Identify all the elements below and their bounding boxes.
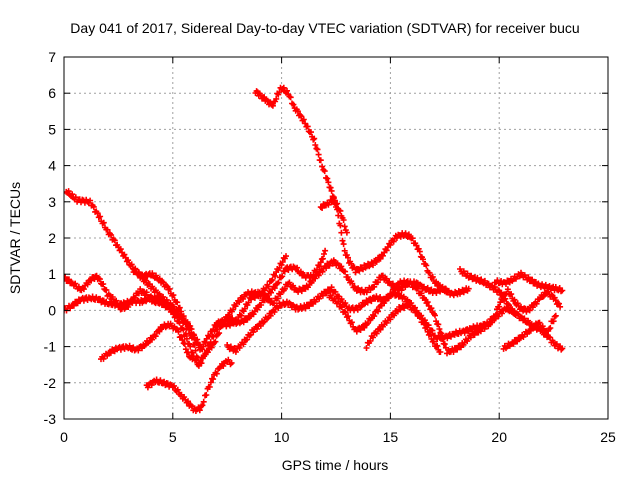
series-markers (143, 356, 235, 414)
series-markers (64, 257, 472, 369)
y-tick-label: 1 (48, 266, 56, 282)
x-tick-label: 15 (383, 429, 399, 445)
series-track-9 (317, 195, 350, 236)
series-track-1 (64, 188, 329, 353)
series-track-13 (500, 319, 566, 353)
series-markers (130, 266, 205, 350)
x-axis-title: GPS time / hours (282, 457, 389, 473)
series-track-14 (491, 269, 566, 295)
series-markers (317, 195, 350, 236)
grid (64, 57, 608, 419)
y-tick-label: -2 (44, 375, 57, 391)
y-tick-label: 5 (48, 121, 56, 137)
chart-title: Day 041 of 2017, Sidereal Day-to-day VTE… (70, 20, 579, 36)
series-markers (64, 188, 329, 353)
y-axis-title: SDTVAR / TECUs (7, 182, 23, 294)
x-tick-label: 10 (274, 429, 290, 445)
series-layer (64, 84, 566, 414)
series-track-8 (252, 84, 450, 295)
y-tick-label: 3 (48, 194, 56, 210)
series-track-6 (143, 356, 235, 414)
y-tick-label: -3 (44, 411, 57, 427)
series-markers (363, 301, 444, 355)
x-tick-label: 5 (169, 429, 177, 445)
series-track-5 (98, 320, 196, 363)
series-track-3 (64, 257, 472, 369)
ticks: 0 5 10 15 20 25 -3 -2 -1 0 1 2 3 4 5 6 7 (44, 49, 616, 445)
series-track-12 (457, 266, 518, 317)
y-tick-label: -1 (44, 339, 57, 355)
y-tick-label: 4 (48, 158, 56, 174)
series-markers (98, 320, 196, 363)
x-tick-label: 0 (60, 429, 68, 445)
x-tick-label: 25 (600, 429, 616, 445)
series-markers (252, 84, 450, 295)
series-markers (457, 266, 518, 317)
series-markers (500, 319, 566, 353)
x-tick-label: 20 (491, 429, 507, 445)
y-tick-label: 7 (48, 49, 56, 65)
series-track-4 (130, 266, 205, 350)
y-tick-label: 2 (48, 230, 56, 246)
series-markers (491, 269, 566, 295)
y-tick-label: 0 (48, 302, 56, 318)
y-tick-label: 6 (48, 85, 56, 101)
series-track-11 (363, 301, 444, 355)
